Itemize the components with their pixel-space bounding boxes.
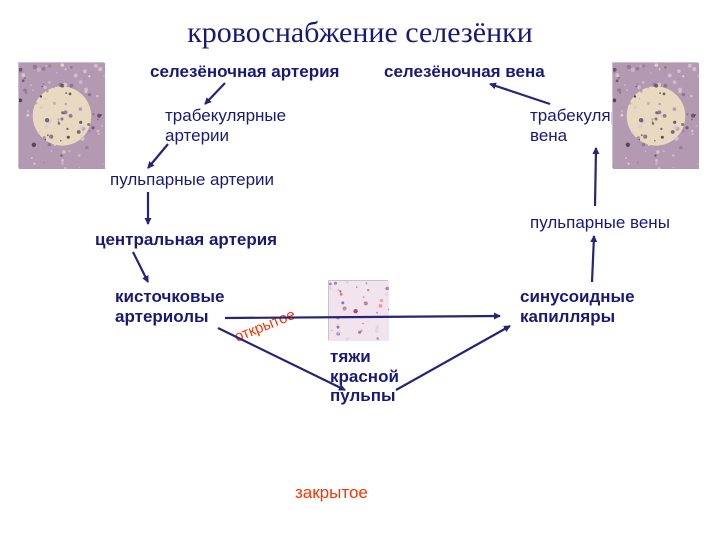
page-title: кровоснабжение селезёнки [0,16,720,50]
a-trabA-pulpA [148,144,168,168]
a-central-brush [133,252,148,282]
a-pulpV-trabV [595,148,596,206]
label-sinusoid-cap: синусоидные капилляры [520,287,635,326]
histology-img-mid [328,280,388,340]
label-open-label: открытое [232,306,298,346]
histology-img-right [612,62,698,168]
label-red-pulp: тяжи красной пульпы [330,347,399,406]
a-trabV-splenicV [490,84,550,104]
a-sinus-pulpV [592,236,594,282]
label-pulp-veins: пульпарные вены [530,213,670,233]
label-splenic-vein: селезёночная вена [384,62,545,82]
histology-img-left [18,62,104,168]
label-pulp-art: пульпарные артерии [110,170,274,190]
label-trabecular-art: трабекулярные артерии [165,106,286,145]
label-central-art: центральная артерия [95,230,277,250]
label-splenic-artery: селезёночная артерия [150,62,339,82]
label-brush-art: кисточковые артериолы [115,287,224,326]
label-closed-label: закрытое [295,483,368,503]
a-redpulp-sinus [396,326,510,390]
a-splenicA-trabA [205,83,225,104]
